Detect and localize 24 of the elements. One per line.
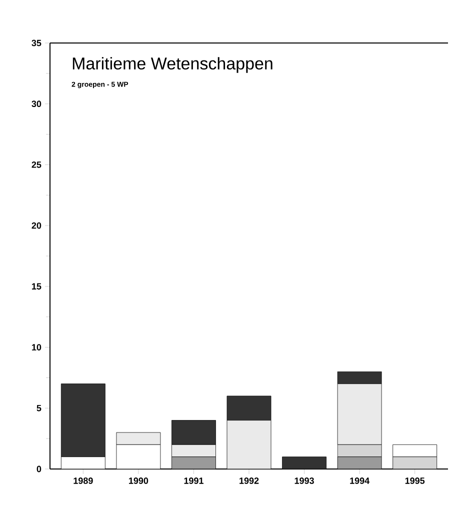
bar bbox=[172, 456, 216, 469]
bar bbox=[226, 396, 272, 421]
y-tick-label: 15 bbox=[32, 283, 42, 290]
bar bbox=[337, 384, 382, 445]
bar bbox=[172, 420, 216, 445]
bar bbox=[337, 456, 382, 469]
x-tick-label: 1993 bbox=[294, 478, 314, 484]
bar bbox=[172, 444, 216, 458]
y-tick-label: 25 bbox=[32, 162, 42, 168]
x-tick-label: 1991 bbox=[184, 478, 204, 484]
y-tick-label: 10 bbox=[32, 344, 42, 350]
x-tick-label: 1992 bbox=[240, 478, 259, 484]
bar bbox=[116, 432, 161, 445]
y-tick-label: 0 bbox=[36, 466, 42, 472]
y-tick-label: 30 bbox=[32, 100, 42, 108]
x-tick-label: 1990 bbox=[129, 478, 148, 484]
y-tick-label: 35 bbox=[32, 40, 42, 46]
x-tick-label: 1989 bbox=[74, 478, 93, 484]
y-tick-label: 5 bbox=[36, 405, 42, 412]
x-tick-label: 1995 bbox=[405, 478, 425, 484]
x-tick-label: 1994 bbox=[350, 478, 370, 484]
text: Maritieme Wetenschappen bbox=[72, 57, 272, 73]
bar bbox=[226, 420, 272, 469]
y-tick-label: 20 bbox=[32, 222, 42, 229]
